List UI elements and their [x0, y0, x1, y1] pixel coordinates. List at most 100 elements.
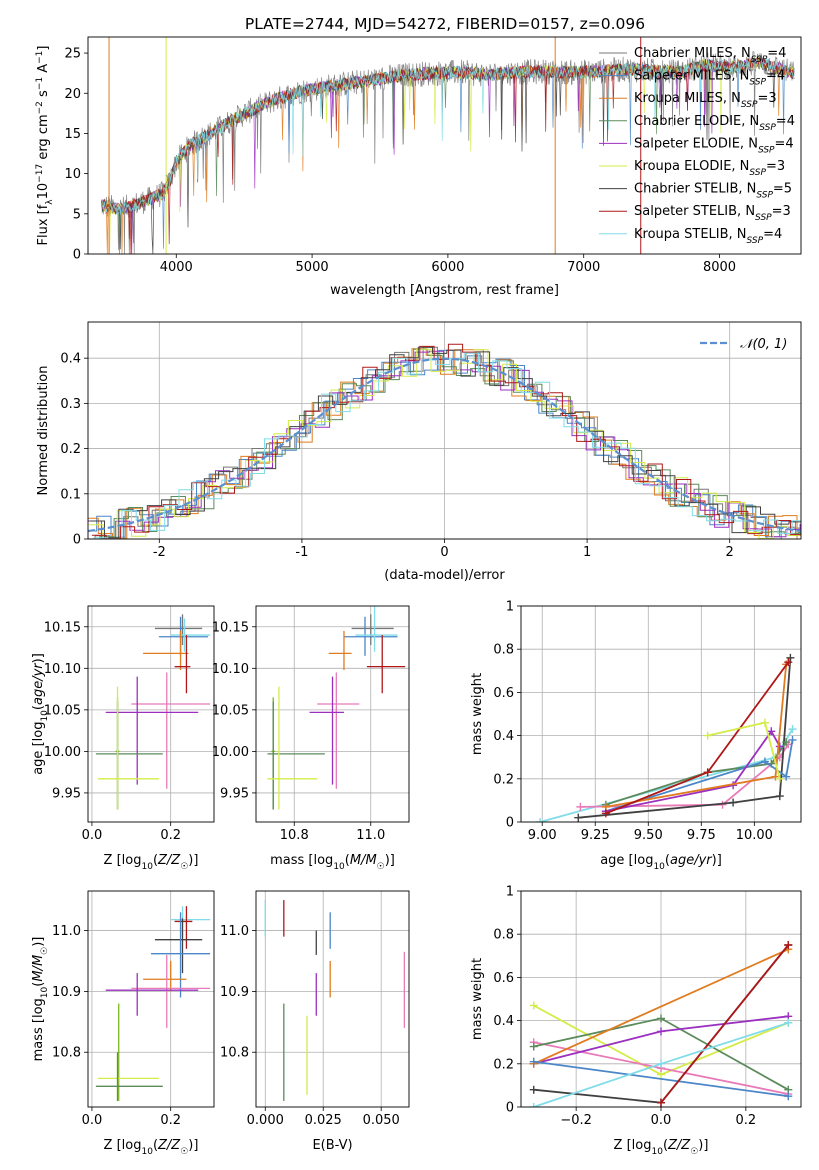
label-part: ( [31, 705, 46, 710]
weight-marker [784, 658, 793, 667]
label-part: Z [log [104, 1138, 142, 1153]
label-part: )] [188, 1138, 198, 1153]
mass_vs_EBV-axes: 0.000 0.025 0.050 10.8 10.9 11.0 E(B-V) [220, 891, 409, 1153]
x-tick-label: 9.50 [634, 828, 663, 843]
y-tick-label: 5 [73, 207, 81, 222]
x-tick-label: 6000 [431, 260, 464, 275]
x-tick-label: 5000 [296, 260, 329, 275]
label-part: Kroupa STELIB, N [634, 227, 747, 242]
label-part: ☉ [377, 862, 385, 872]
mass_weight_vs_age-xlabel: age [log10(age/yr)] [600, 853, 722, 872]
label-part: Chabrier STELIB, N [634, 182, 756, 197]
label-part: Salpeter MILES, N [634, 69, 749, 84]
histograms [88, 343, 801, 539]
label-part: mass [log [31, 998, 46, 1061]
weight-marker [529, 1042, 538, 1051]
age_vs_mass-points [267, 606, 406, 810]
label-part: Z [log [614, 1138, 652, 1153]
y-tick-label: 10.05 [44, 703, 81, 718]
legend-label: Kroupa MILES, NSSP=3 [634, 91, 777, 110]
mass_weight_vs_age-ylabel: mass weight [470, 673, 485, 755]
x-tick-label: 10.00 [736, 828, 773, 843]
mass_vs_Z-ylabel: mass [log10(M/M☉)] [31, 937, 50, 1062]
weight-marker [784, 1018, 793, 1027]
axes-frame [255, 890, 410, 1108]
label-part: )] [31, 653, 46, 663]
label-part: )] [698, 1138, 708, 1153]
y-tick-label: 10 [64, 167, 81, 182]
weight-marker [771, 772, 780, 781]
y-tick-label: 0.4 [493, 729, 514, 744]
weight-marker [782, 738, 791, 747]
histogram-series [88, 348, 801, 539]
label-part: )] [31, 937, 46, 947]
x-tick-label: 11.0 [356, 828, 385, 843]
weight-marker [784, 941, 793, 949]
spectrum-axes: 4000 5000 6000 7000 8000 0 5 10 15 20 25 wavelength… [35, 46, 736, 299]
label-part: SSP [749, 168, 766, 178]
x-tick-label: 0.0 [82, 828, 103, 843]
label-part: Kroupa ELODIE, N [634, 159, 749, 174]
y-tick-label: 0.1 [60, 487, 81, 502]
label-part: ( [665, 853, 670, 868]
label-part: −17 [35, 164, 45, 183]
mass_vs_Z-points [95, 906, 211, 1101]
y-tick-label: 10.00 [212, 745, 249, 760]
age_vs_Z-ylabel: age [log10(age/yr)] [31, 653, 50, 775]
label-part: 10 [333, 862, 345, 872]
mass_vs_EBV-points [264, 900, 406, 1101]
x-tick-label: 9.00 [528, 828, 557, 843]
label-part: ☉ [180, 1147, 188, 1157]
label-part: M/M [350, 853, 377, 868]
x-tick-label: 0.2 [160, 1113, 181, 1128]
y-tick-label: 10.15 [212, 620, 249, 635]
y-tick-label: 0.3 [60, 397, 81, 412]
label-part: =4 [766, 69, 785, 84]
weight-marker [784, 1092, 793, 1101]
weight-marker [786, 653, 795, 662]
x-tick-label: 4000 [160, 260, 193, 275]
label-part: −1 [35, 51, 45, 64]
mass_weight_vs_age-axes: 9.00 9.25 9.50 9.75 10.00 0 0.2 0.4 0.6 0.8 1 age [… [470, 600, 801, 872]
label-part: 10 [40, 710, 50, 722]
label-part: −1 [35, 77, 45, 90]
label-part: λ [45, 199, 55, 205]
label-part: −2 [35, 101, 45, 114]
y-tick-label: 1 [506, 600, 514, 615]
legend-label: Kroupa ELODIE, NSSP=3 [634, 159, 785, 178]
histogram-series [91, 343, 801, 539]
label-part: SSP [758, 145, 775, 155]
histogram-series [88, 348, 801, 539]
weight-marker [760, 757, 769, 766]
weight-line [605, 729, 781, 813]
x-tick-label: 10.8 [280, 828, 309, 843]
y-tick-label: 0 [73, 533, 81, 548]
weight-marker [760, 718, 769, 727]
y-tick-label: 0 [506, 816, 514, 831]
label-part: 10 [40, 986, 50, 998]
spectrum-ylabel: Flux [fλ10−17 erg cm−2 s−1 A−1] [35, 46, 55, 246]
y-tick-label: 0.6 [493, 686, 514, 701]
label-part: SSP [755, 213, 772, 223]
y-tick-label: 25 [64, 47, 81, 62]
label-part: 10 [141, 1147, 153, 1157]
label-part: SSP [751, 55, 768, 65]
y-tick-label: 10.8 [220, 1046, 249, 1061]
y-tick-label: 0.6 [493, 971, 514, 986]
y-tick-label: 0.2 [493, 1057, 514, 1072]
x-tick-label: 0.2 [736, 1113, 757, 1128]
label-part: Salpeter STELIB, N [634, 204, 755, 219]
weight-marker [574, 813, 583, 822]
label-part: E(B-V) [312, 1138, 352, 1153]
label-part: =3 [772, 204, 791, 219]
y-tick-label: 11.0 [52, 924, 81, 939]
label-part: ( [345, 853, 350, 868]
weight-line [578, 657, 792, 819]
y-tick-label: 10.00 [44, 745, 81, 760]
label-part: ☉ [180, 862, 188, 872]
weight-marker [703, 731, 712, 740]
normal-legend-label: 𝒩(0, 1) [740, 337, 787, 352]
y-tick-label: 0.2 [60, 442, 81, 457]
x-tick-label: 0.050 [363, 1113, 400, 1128]
